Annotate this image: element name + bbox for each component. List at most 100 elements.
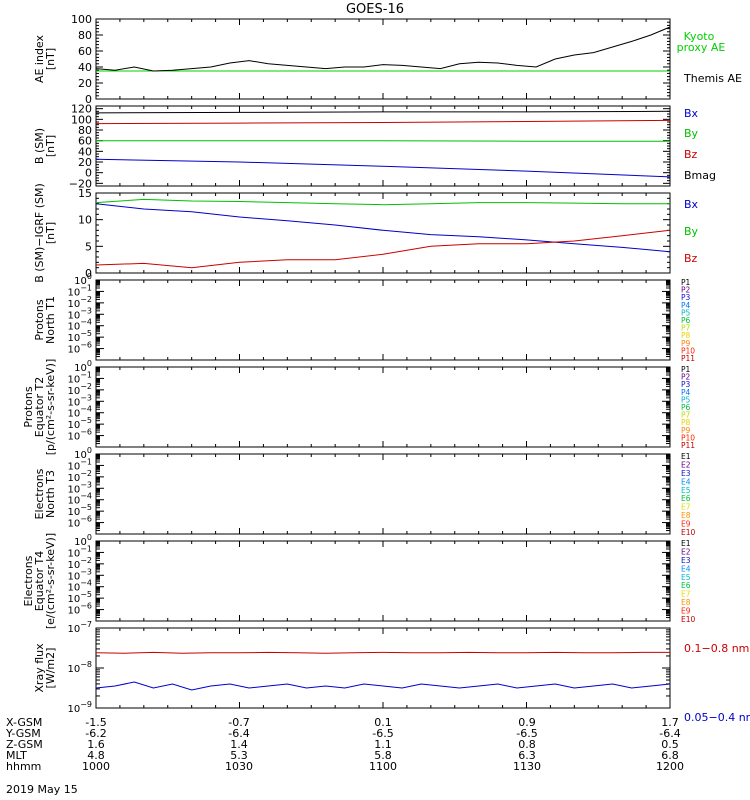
channel-label: P7 xyxy=(681,324,691,333)
footer-value: 1.7 xyxy=(661,716,679,729)
channel-label: E10 xyxy=(681,528,696,537)
panel-xray: 10−7 10−8 10−9 Xray flux[W/m2] 0.1−0.8 nm 0.0… xyxy=(33,620,750,724)
y-axis-label: Protons xyxy=(22,386,35,427)
y-axis-label: Xray flux xyxy=(33,643,46,693)
y-tick-label: 10−8 xyxy=(67,660,92,675)
y-tick-label: 0 xyxy=(85,267,92,280)
y-axis-label: B (SM)−IGRF (SM) xyxy=(33,183,46,283)
footer-value: -6.4 xyxy=(659,727,680,740)
y-axis-label: AE index xyxy=(33,34,46,83)
channel-label: P2 xyxy=(681,373,691,382)
channel-label: E9 xyxy=(681,520,691,529)
channel-label: P9 xyxy=(681,339,691,348)
footer-value: 6.3 xyxy=(518,749,536,762)
channel-label: E3 xyxy=(681,556,691,565)
y-axis-label: Electrons xyxy=(22,555,35,606)
footer-value: -0.7 xyxy=(228,716,249,729)
series-bz xyxy=(95,229,671,269)
footer-value: 5.8 xyxy=(374,749,392,762)
panel-frame xyxy=(95,627,671,709)
panel-frame xyxy=(95,453,671,535)
y-tick-label: 20 xyxy=(78,156,92,169)
footer-row-label: Y-GSM xyxy=(5,727,41,740)
legend-entry: Bx xyxy=(684,198,699,211)
legend-entry: Bmag xyxy=(684,169,716,182)
channel-label: P3 xyxy=(681,293,691,302)
y-tick-label: 0 xyxy=(85,167,92,180)
y-tick-label: 60 xyxy=(78,135,92,148)
y-axis-label: [nT] xyxy=(44,48,57,70)
footer-value: 6.8 xyxy=(661,749,679,762)
y-tick-label: 40 xyxy=(78,61,92,74)
channel-label: P5 xyxy=(681,308,691,317)
y-tick-label: 120 xyxy=(71,103,92,116)
y-tick-label: 40 xyxy=(78,145,92,158)
y-axis-label: North T3 xyxy=(44,470,57,518)
channel-label: P10 xyxy=(681,346,695,355)
y-tick-label: −20 xyxy=(69,177,92,190)
y-axis-label: [e/(cm²-s-sr-keV)] xyxy=(44,533,57,629)
channel-label: P7 xyxy=(681,411,691,420)
y-axis-label: North T1 xyxy=(44,296,57,344)
plot-title: GOES-16 xyxy=(346,2,404,17)
panel-electrons-t3: 10010−110−210−310−410−510−6ElectronsNort… xyxy=(33,446,696,537)
channel-label: P4 xyxy=(681,388,691,397)
series-by xyxy=(95,198,670,206)
legend-entry: By xyxy=(684,127,699,140)
legend-entry: Themis AE xyxy=(683,72,742,85)
series-by xyxy=(96,140,670,142)
y-axis-label: Electrons xyxy=(33,468,46,519)
footer-row-label: hhmm xyxy=(6,760,41,773)
channel-label: P11 xyxy=(681,354,695,363)
footer-value: -6.5 xyxy=(372,727,393,740)
series-bz xyxy=(95,119,671,125)
legend-entry: Bz xyxy=(684,148,698,161)
channel-label: E1 xyxy=(681,539,691,548)
footer-value: 1.6 xyxy=(87,738,105,751)
panel-frame xyxy=(95,540,671,622)
series-0-1-0-8-nm xyxy=(95,651,670,654)
channel-label: P8 xyxy=(681,418,691,427)
channel-label: P4 xyxy=(681,301,691,310)
y-axis-label: [W/m2] xyxy=(44,648,57,689)
channel-label: P9 xyxy=(681,426,691,435)
series-bx xyxy=(95,203,671,253)
channel-label: E5 xyxy=(681,486,691,495)
footer-value: -6.4 xyxy=(228,727,249,740)
channel-label: E4 xyxy=(681,477,691,486)
footer-row: MLT 4.8 5.3 5.8 6.3 6.8 xyxy=(6,749,679,762)
orbit-footer: 2019 May 15 X-GSM -1.5 -0.7 0.1 0.9 1.7 Y-GSM -… xyxy=(5,716,684,796)
series-bx xyxy=(95,158,671,178)
y-tick-label: 80 xyxy=(78,29,92,42)
panel-frame xyxy=(95,279,671,361)
y-axis-label: Protons xyxy=(33,299,46,340)
footer-value: 1.1 xyxy=(374,738,392,751)
footer-row-label: Z-GSM xyxy=(6,738,43,751)
channel-label: E8 xyxy=(681,598,691,607)
footer-value: 4.8 xyxy=(87,749,105,762)
y-axis-label: Equator T4 xyxy=(33,551,46,611)
y-axis-label: [nT] xyxy=(44,222,57,244)
footer-value: 0.9 xyxy=(518,716,536,729)
y-tick-label: 10−9 xyxy=(67,700,92,715)
channel-label: E3 xyxy=(681,469,691,478)
panel-frame xyxy=(95,366,671,448)
channel-label: P8 xyxy=(681,331,691,340)
channel-label: P6 xyxy=(681,316,691,325)
y-tick-label: 20 xyxy=(78,77,92,90)
panel-protons-t2: 10010−110−210−310−410−510−6ProtonsEquato… xyxy=(22,359,695,456)
y-axis-label: [nT] xyxy=(44,135,57,157)
y-tick-label: 100 xyxy=(71,13,92,26)
legend-entry: Bz xyxy=(684,252,698,265)
y-tick-label: 80 xyxy=(78,124,92,137)
y-tick-label: 5 xyxy=(85,240,92,253)
footer-value: 0.1 xyxy=(374,716,392,729)
footer-value: 1200 xyxy=(656,760,684,773)
y-axis-label: B (SM) xyxy=(33,128,46,164)
footer-value: -6.5 xyxy=(516,727,537,740)
footer-value: 5.3 xyxy=(230,749,248,762)
panel-protons-t1: 10010−110−210−310−410−510−6ProtonsNorth … xyxy=(33,272,695,363)
